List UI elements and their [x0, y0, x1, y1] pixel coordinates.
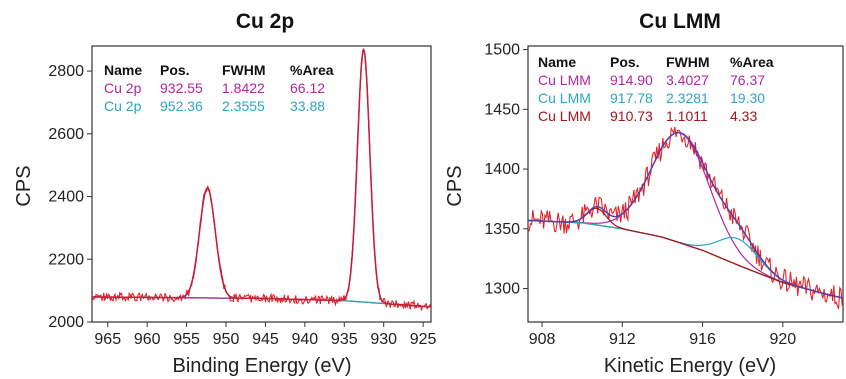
cu-2p-table-cell: 66.12 [290, 80, 325, 96]
cu-lmm-panel: Cu LMM 908 912 916 920 1300 1350 1400 1450 1500 N… [444, 10, 844, 377]
cu-2p-x-tick-label: 960 [134, 331, 161, 348]
cu-2p-table-header: Name [104, 62, 142, 78]
cu-2p-table-header: %Area [290, 62, 334, 78]
cu-lmm-table-header: FWHM [666, 54, 710, 70]
cu-lmm-plot-frame [527, 45, 844, 323]
cu-2p-y-tick-label: 2800 [48, 63, 84, 80]
cu-2p-plot-frame [91, 45, 432, 323]
cu-lmm-table-cell: 4.33 [730, 108, 757, 124]
cu-lmm-table-cell: 3.4027 [666, 72, 709, 88]
cu-2p-table-cell: 1.8422 [222, 80, 265, 96]
cu-2p-table-cell: 932.55 [160, 80, 203, 96]
cu-2p-y-tick-label: 2200 [48, 251, 84, 268]
cu-lmm-table-header: Pos. [610, 54, 640, 70]
cu-lmm-table-cell: 1.1011 [666, 108, 708, 124]
cu-lmm-table-header: %Area [730, 54, 774, 70]
cu-2p-y-tick-label: 2000 [48, 314, 84, 331]
cu-lmm-x-tick-label: 912 [609, 331, 636, 348]
cu-2p-y-tick-label: 2400 [48, 189, 84, 206]
cu-lmm-x-tick-label: 916 [689, 331, 716, 348]
cu-lmm-table-cell: Cu LMM [538, 108, 591, 124]
cu-lmm-x-axis-label: Kinetic Energy (eV) [604, 355, 776, 377]
cu-2p-x-tick-label: 965 [94, 331, 121, 348]
cu-2p-x-tick-label: 955 [173, 331, 200, 348]
cu-2p-x-tick-label: 925 [410, 331, 437, 348]
cu-2p-component-peak-2 [92, 187, 431, 308]
cu-lmm-table-header: Name [538, 54, 576, 70]
cu-2p-x-tick-label: 930 [370, 331, 397, 348]
cu-2p-y-axis-label: CPS [13, 165, 35, 206]
cu-lmm-y-tick-label: 1350 [484, 221, 520, 238]
cu-lmm-plot: 908 912 916 920 1300 1350 1400 1450 1500 Name Pos.… [484, 42, 844, 348]
cu-lmm-title: Cu LMM [639, 10, 721, 33]
cu-2p-x-tick-label: 940 [292, 331, 319, 348]
cu-2p-x-axis-label: Binding Energy (eV) [173, 355, 352, 377]
cu-2p-plot: 965 960 955 950 945 940 935 930 925 2000 2200 2400 2… [48, 45, 437, 348]
cu-2p-table-cell: 2.3555 [222, 98, 265, 114]
cu-2p-x-tick-label: 935 [331, 331, 358, 348]
cu-lmm-x-tick-label: 920 [769, 331, 796, 348]
cu-2p-x-tick-label: 950 [213, 331, 240, 348]
cu-lmm-table-cell: 19.30 [730, 90, 765, 106]
cu-lmm-y-tick-label: 1400 [484, 161, 520, 178]
cu-2p-panel: Cu 2p 965 960 955 950 945 940 935 930 925 2000 220… [13, 10, 437, 377]
cu-2p-table-cell: Cu 2p [104, 80, 142, 96]
cu-2p-x-tick-label: 945 [252, 331, 279, 348]
cu-2p-table-cell: 952.36 [160, 98, 203, 114]
cu-2p-y-tick-label: 2600 [48, 126, 84, 143]
cu-lmm-raw-spectrum-line [527, 126, 843, 309]
cu-2p-table-cell: 33.88 [290, 98, 325, 114]
cu-lmm-y-tick-label: 1500 [484, 42, 520, 59]
cu-lmm-y-tick-label: 1300 [484, 281, 520, 298]
cu-lmm-table-cell: Cu LMM [538, 90, 591, 106]
cu-lmm-table-cell: 914.90 [610, 72, 653, 88]
cu-lmm-table-cell: 910.73 [610, 108, 653, 124]
cu-lmm-table-cell: Cu LMM [538, 72, 591, 88]
cu-2p-envelope-line [92, 47, 431, 308]
cu-lmm-y-axis-label: CPS [444, 165, 466, 206]
cu-lmm-y-tick-label: 1450 [484, 101, 520, 118]
cu-lmm-table-cell: 76.37 [730, 72, 765, 88]
cu-2p-table-cell: Cu 2p [104, 98, 142, 114]
cu-lmm-component-peak-1 [527, 132, 843, 299]
cu-lmm-x-tick-label: 908 [529, 331, 556, 348]
cu-2p-table-header: Pos. [160, 62, 190, 78]
cu-2p-title: Cu 2p [236, 10, 294, 33]
cu-2p-table-header: FWHM [222, 62, 266, 78]
cu-lmm-table-cell: 917.78 [610, 90, 653, 106]
cu-lmm-table-cell: 2.3281 [666, 90, 709, 106]
cu-lmm-envelope-line [527, 131, 843, 299]
